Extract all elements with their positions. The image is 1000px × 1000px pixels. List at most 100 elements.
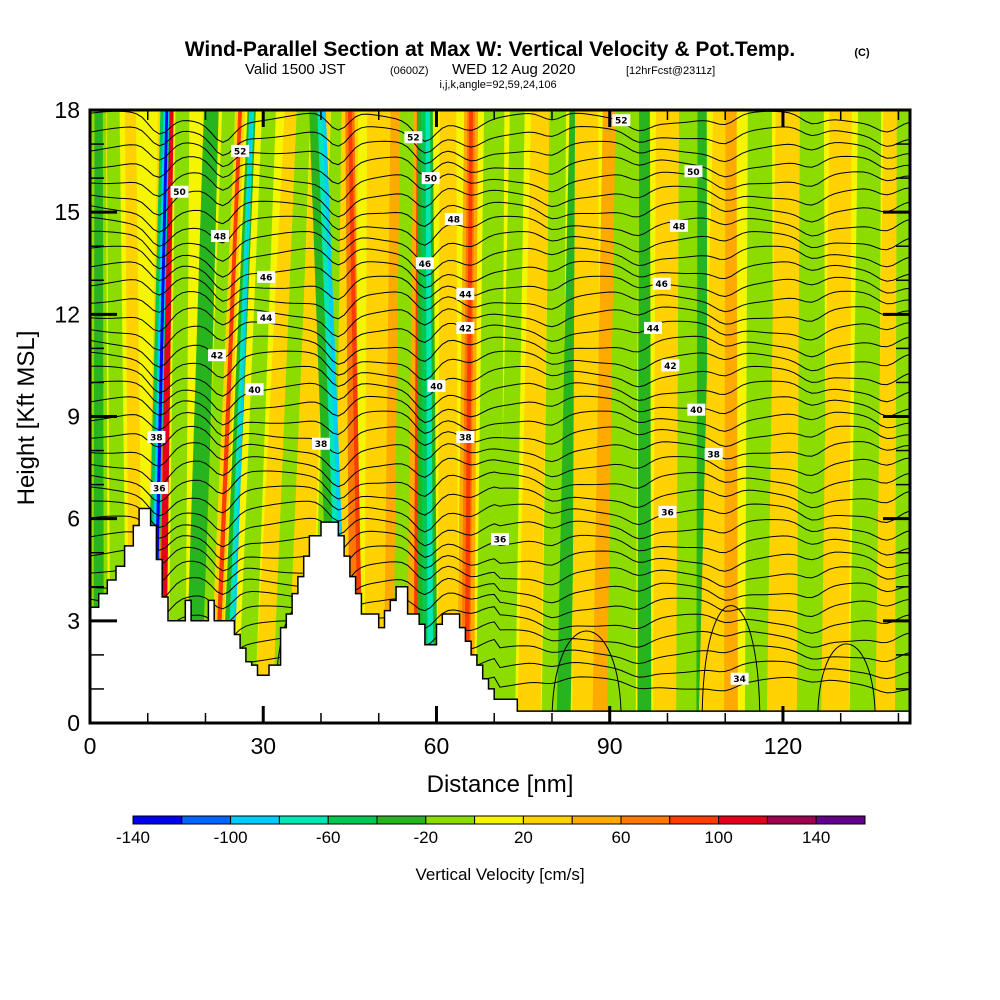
contour-label: 36: [658, 505, 677, 518]
contour-label-text: 38: [707, 450, 720, 460]
isentrope-line: [90, 576, 910, 607]
isentrope-line: [90, 380, 910, 413]
field-band: [237, 110, 276, 723]
isentrope-line: [90, 485, 910, 517]
y-tick-label: 3: [67, 608, 80, 634]
contour-label: 42: [456, 321, 475, 334]
terrain-profile: [90, 507, 910, 723]
contour-label-text: 48: [214, 233, 227, 243]
isentrope-line: [90, 230, 910, 263]
contour-label-text: 52: [234, 147, 247, 157]
colorbar-swatch: [766, 815, 817, 825]
isentrope-line: [90, 171, 910, 203]
valid-time-line: Valid 1500 JST (0600Z) WED 12 Aug 2020 […: [245, 61, 715, 78]
isentrope-line: [90, 200, 910, 233]
contour-label-text: 42: [459, 324, 472, 334]
contour-label-text: 40: [430, 382, 443, 392]
colorbar-tick-label: 20: [514, 828, 533, 847]
field-band: [496, 110, 525, 723]
contour-label-text: 36: [494, 536, 507, 546]
contour-label: 42: [208, 349, 227, 362]
isentrope-line: [90, 320, 910, 353]
y-tick-label: 0: [67, 710, 80, 736]
isentrope-line: [90, 470, 910, 503]
contour-label-text: 52: [615, 117, 628, 127]
contour-label-box: [147, 430, 166, 443]
contour-label: 50: [421, 172, 440, 185]
colorbar-tick-label: -60: [316, 828, 341, 847]
valid-prefix: Valid 1500 JST: [245, 61, 346, 78]
contour-label-box: [612, 114, 631, 127]
field-band: [796, 110, 827, 723]
field-band: [230, 110, 253, 723]
colorbar-tick-label: 100: [704, 828, 732, 847]
isentrope-line: [90, 410, 910, 437]
axis-ticks: [88, 108, 910, 725]
isentrope-line: [90, 350, 910, 382]
contour-label-text: 38: [150, 433, 163, 443]
contour-labels: 52 50 48 46 44 42 40 38 36 38 52 50 48 46 44 42 40 38 36 52…: [147, 114, 749, 685]
colorbar-tick-label: -20: [414, 828, 439, 847]
field-band: [475, 110, 505, 723]
contour-label-text: 42: [211, 352, 224, 362]
y-tick-label: 15: [54, 199, 80, 225]
contour-label: 50: [170, 185, 189, 198]
contour-label-text: 46: [655, 280, 668, 290]
contour-label-box: [421, 172, 440, 185]
colorbar-swatch: [278, 815, 329, 825]
contour-label: 52: [612, 114, 631, 127]
contour-label-text: 38: [315, 440, 328, 450]
contour-label: 44: [456, 287, 475, 300]
isentrope-line: [90, 290, 910, 320]
isentrope-line: [90, 545, 910, 572]
contour-label-box: [644, 321, 663, 334]
contour-label-box: [257, 270, 276, 283]
isentrope-line: [90, 155, 910, 185]
isentrope-line: [90, 530, 910, 561]
field-band: [213, 110, 242, 723]
valid-date: WED 12 Aug 2020: [452, 61, 575, 78]
contour-label-box: [456, 430, 475, 443]
contour-label-box: [652, 277, 671, 290]
contour-label-box: [730, 672, 749, 685]
contour-label: 38: [704, 447, 723, 460]
x-axis-label: Distance [nm]: [427, 771, 574, 798]
field-band: [517, 110, 550, 723]
contour-label-text: 44: [260, 314, 273, 324]
colorbar-swatch: [327, 815, 378, 825]
isentrope-line: [90, 440, 910, 473]
contour-label-box: [456, 321, 475, 334]
colorbar-swatch: [620, 815, 671, 825]
chart-title: Wind-Parallel Section at Max W: Vertical…: [185, 38, 796, 61]
contour-label-box: [404, 131, 423, 144]
contour-label: 40: [687, 403, 706, 416]
colorbar-swatch: [425, 815, 476, 825]
isentrope-line: [701, 605, 761, 723]
contour-label-box: [661, 359, 680, 372]
forecast-info: [12hrFcst@2311z]: [626, 65, 715, 77]
contour-label-box: [231, 144, 250, 157]
colorbar-tick-labels: -140 -100 -60 -20 20 60 100 140: [116, 828, 830, 847]
contour-label-text: 50: [687, 168, 700, 178]
isentrope-line: [90, 500, 910, 533]
x-tick-labels: 0 30 60 90 120: [84, 733, 803, 759]
y-tick-label: 18: [54, 97, 80, 123]
contour-label-box: [684, 165, 703, 178]
contour-label: 38: [147, 430, 166, 443]
colorbar: [132, 815, 866, 825]
contour-label: 46: [257, 270, 276, 283]
contour-label-text: 42: [664, 362, 677, 372]
contour-label-text: 48: [673, 222, 686, 232]
contour-label: 46: [652, 277, 671, 290]
contour-label-box: [245, 383, 264, 396]
contour-label-box: [658, 505, 677, 518]
x-tick-label: 0: [84, 733, 97, 759]
contour-label-text: 34: [733, 675, 746, 685]
contour-label-text: 36: [153, 485, 166, 495]
contour-label: 46: [415, 257, 434, 270]
contour-label-text: 40: [248, 386, 261, 396]
contour-label-text: 48: [448, 215, 461, 225]
y-tick-label: 6: [67, 506, 80, 532]
isentrope-line: [90, 185, 910, 218]
colorbar-swatch: [230, 815, 280, 825]
